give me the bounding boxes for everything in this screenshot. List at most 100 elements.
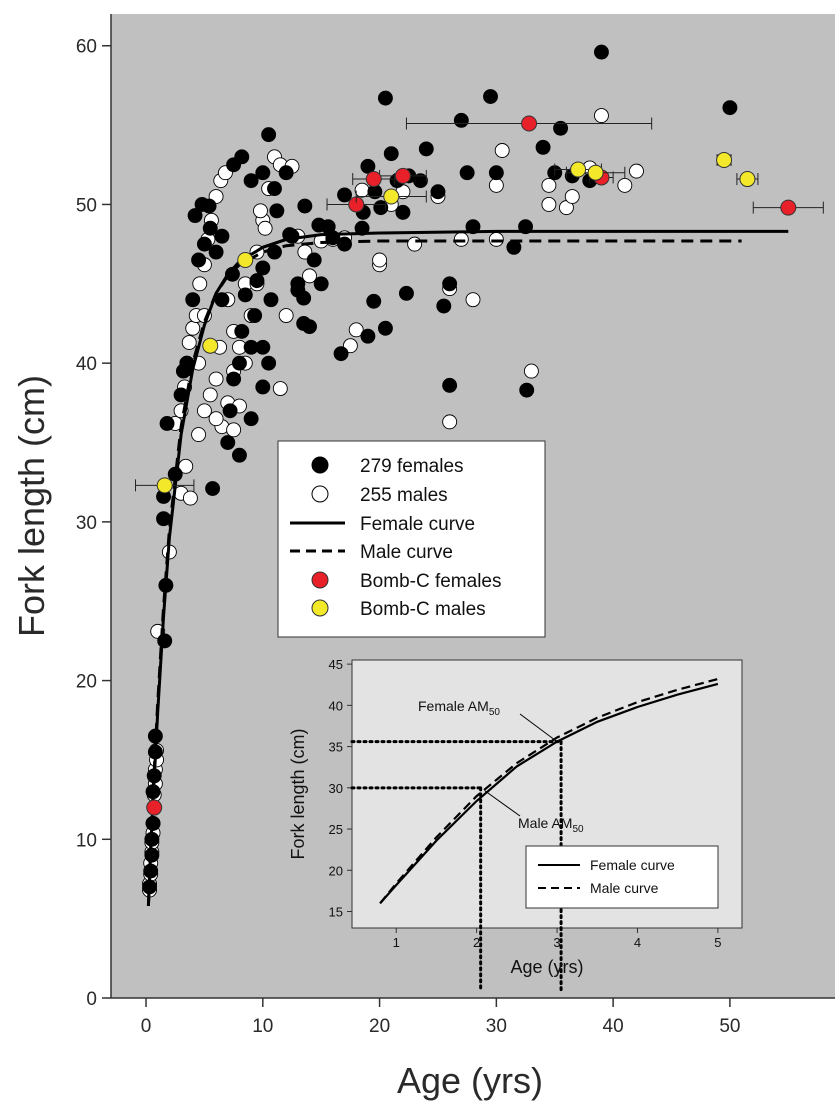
female-point [436,298,452,314]
female-point [255,379,271,395]
x-tick-label: 50 [719,1016,740,1037]
male-am50-leader [484,790,521,817]
y-tick-label: 20 [76,672,97,693]
male-point [594,108,609,124]
female-point [201,198,217,214]
female-point [208,244,224,260]
male-point [185,320,201,336]
main-y-axis-title: Fork length (cm) [11,375,52,637]
female-point [553,120,569,136]
female-point [594,44,609,60]
legend-label-bomb-males: Bomb-C males [360,599,486,620]
male-point [564,189,580,204]
female-point [191,252,207,268]
bomb-male-point [383,188,400,205]
male-point [208,371,224,387]
male-point [196,403,212,419]
main-axes: 0 10 20 30 40 50 60 0 10 20 30 40 50 [76,14,835,1037]
female-point [159,416,175,431]
female-curve [146,229,789,906]
bomb-female-point [521,115,538,132]
y-tick-label: 0 [86,989,97,1010]
female-point [296,290,312,306]
x-tick-label: 30 [486,1016,507,1037]
y-tick-label: 60 [76,37,97,58]
male-point [407,236,423,252]
annotation-male-am50: Male AM50 [518,815,584,835]
inset-x-tick-label: 2 [473,935,480,950]
female-point [297,198,313,214]
x-tick-label: 20 [369,1016,390,1037]
female-point [398,285,414,301]
legend-label-male-curve: Male curve [360,542,453,563]
inset-x-axis-title: Age (yrs) [510,957,583,977]
male-point [617,177,633,193]
female-point [442,276,458,292]
female-point [278,165,294,181]
male-point [372,252,388,268]
female-point [366,293,382,309]
main-x-axis-title: Age (yrs) [397,1060,543,1101]
bomb-male-point [156,477,173,494]
legend-label-bomb-females: Bomb-C females [360,571,502,592]
male-point [629,163,644,179]
inset-legend-box [525,845,719,909]
female-point [383,146,399,162]
female-point [202,220,218,236]
x-tick-label: 0 [141,1016,152,1037]
female-point [185,292,201,308]
female-point [430,184,446,200]
inset-legend-label-female: Female curve [590,857,675,873]
inset-x-tick-label: 3 [553,935,560,950]
bomb-male-point [587,164,604,181]
female-point [377,320,393,336]
female-point [196,236,212,252]
male-point [442,414,458,430]
female-point [247,308,263,323]
female-point [232,447,247,463]
inset-x-tick-label: 1 [393,935,400,950]
female-point [320,219,336,235]
male-point [226,422,242,438]
female-point [214,228,230,244]
inset-legend-label-male: Male curve [590,880,659,896]
male-point [191,427,207,443]
bomb-male-point [237,252,254,268]
inset-y-tick-label: 20 [329,863,343,878]
bomb-female-point [780,199,797,216]
inset-x-tick-label: 4 [634,935,641,950]
female-point [302,319,317,335]
bomb-female-point [394,167,411,184]
female-point [313,276,329,292]
female-point [261,127,277,143]
legend-label-female-curve: Female curve [360,514,475,535]
x-tick-label: 10 [252,1016,273,1037]
female-point [395,204,411,220]
female-point [418,141,434,157]
female-point [333,346,349,362]
female-point [222,403,238,419]
male-point [253,203,268,219]
male-point [541,197,557,212]
female-point [483,89,498,104]
female-point [205,481,221,496]
inset-y-tick-label: 15 [329,905,343,920]
female-point [243,411,259,427]
y-tick-label: 40 [76,354,97,375]
bomb-male-point [570,161,587,178]
female-point [488,165,504,181]
bomb-male-point [716,152,733,169]
female-point [237,287,253,303]
male-point [181,335,197,350]
annotation-female-am50: Female AM50 [418,698,500,718]
female-point [453,112,469,128]
legend-box [277,440,546,638]
male-point [302,268,317,284]
female-point [249,273,265,289]
female-point [337,236,352,252]
female-point [306,252,322,268]
female-point [354,220,370,236]
main-legend: 279 females 255 males Female curve Male … [277,440,546,638]
